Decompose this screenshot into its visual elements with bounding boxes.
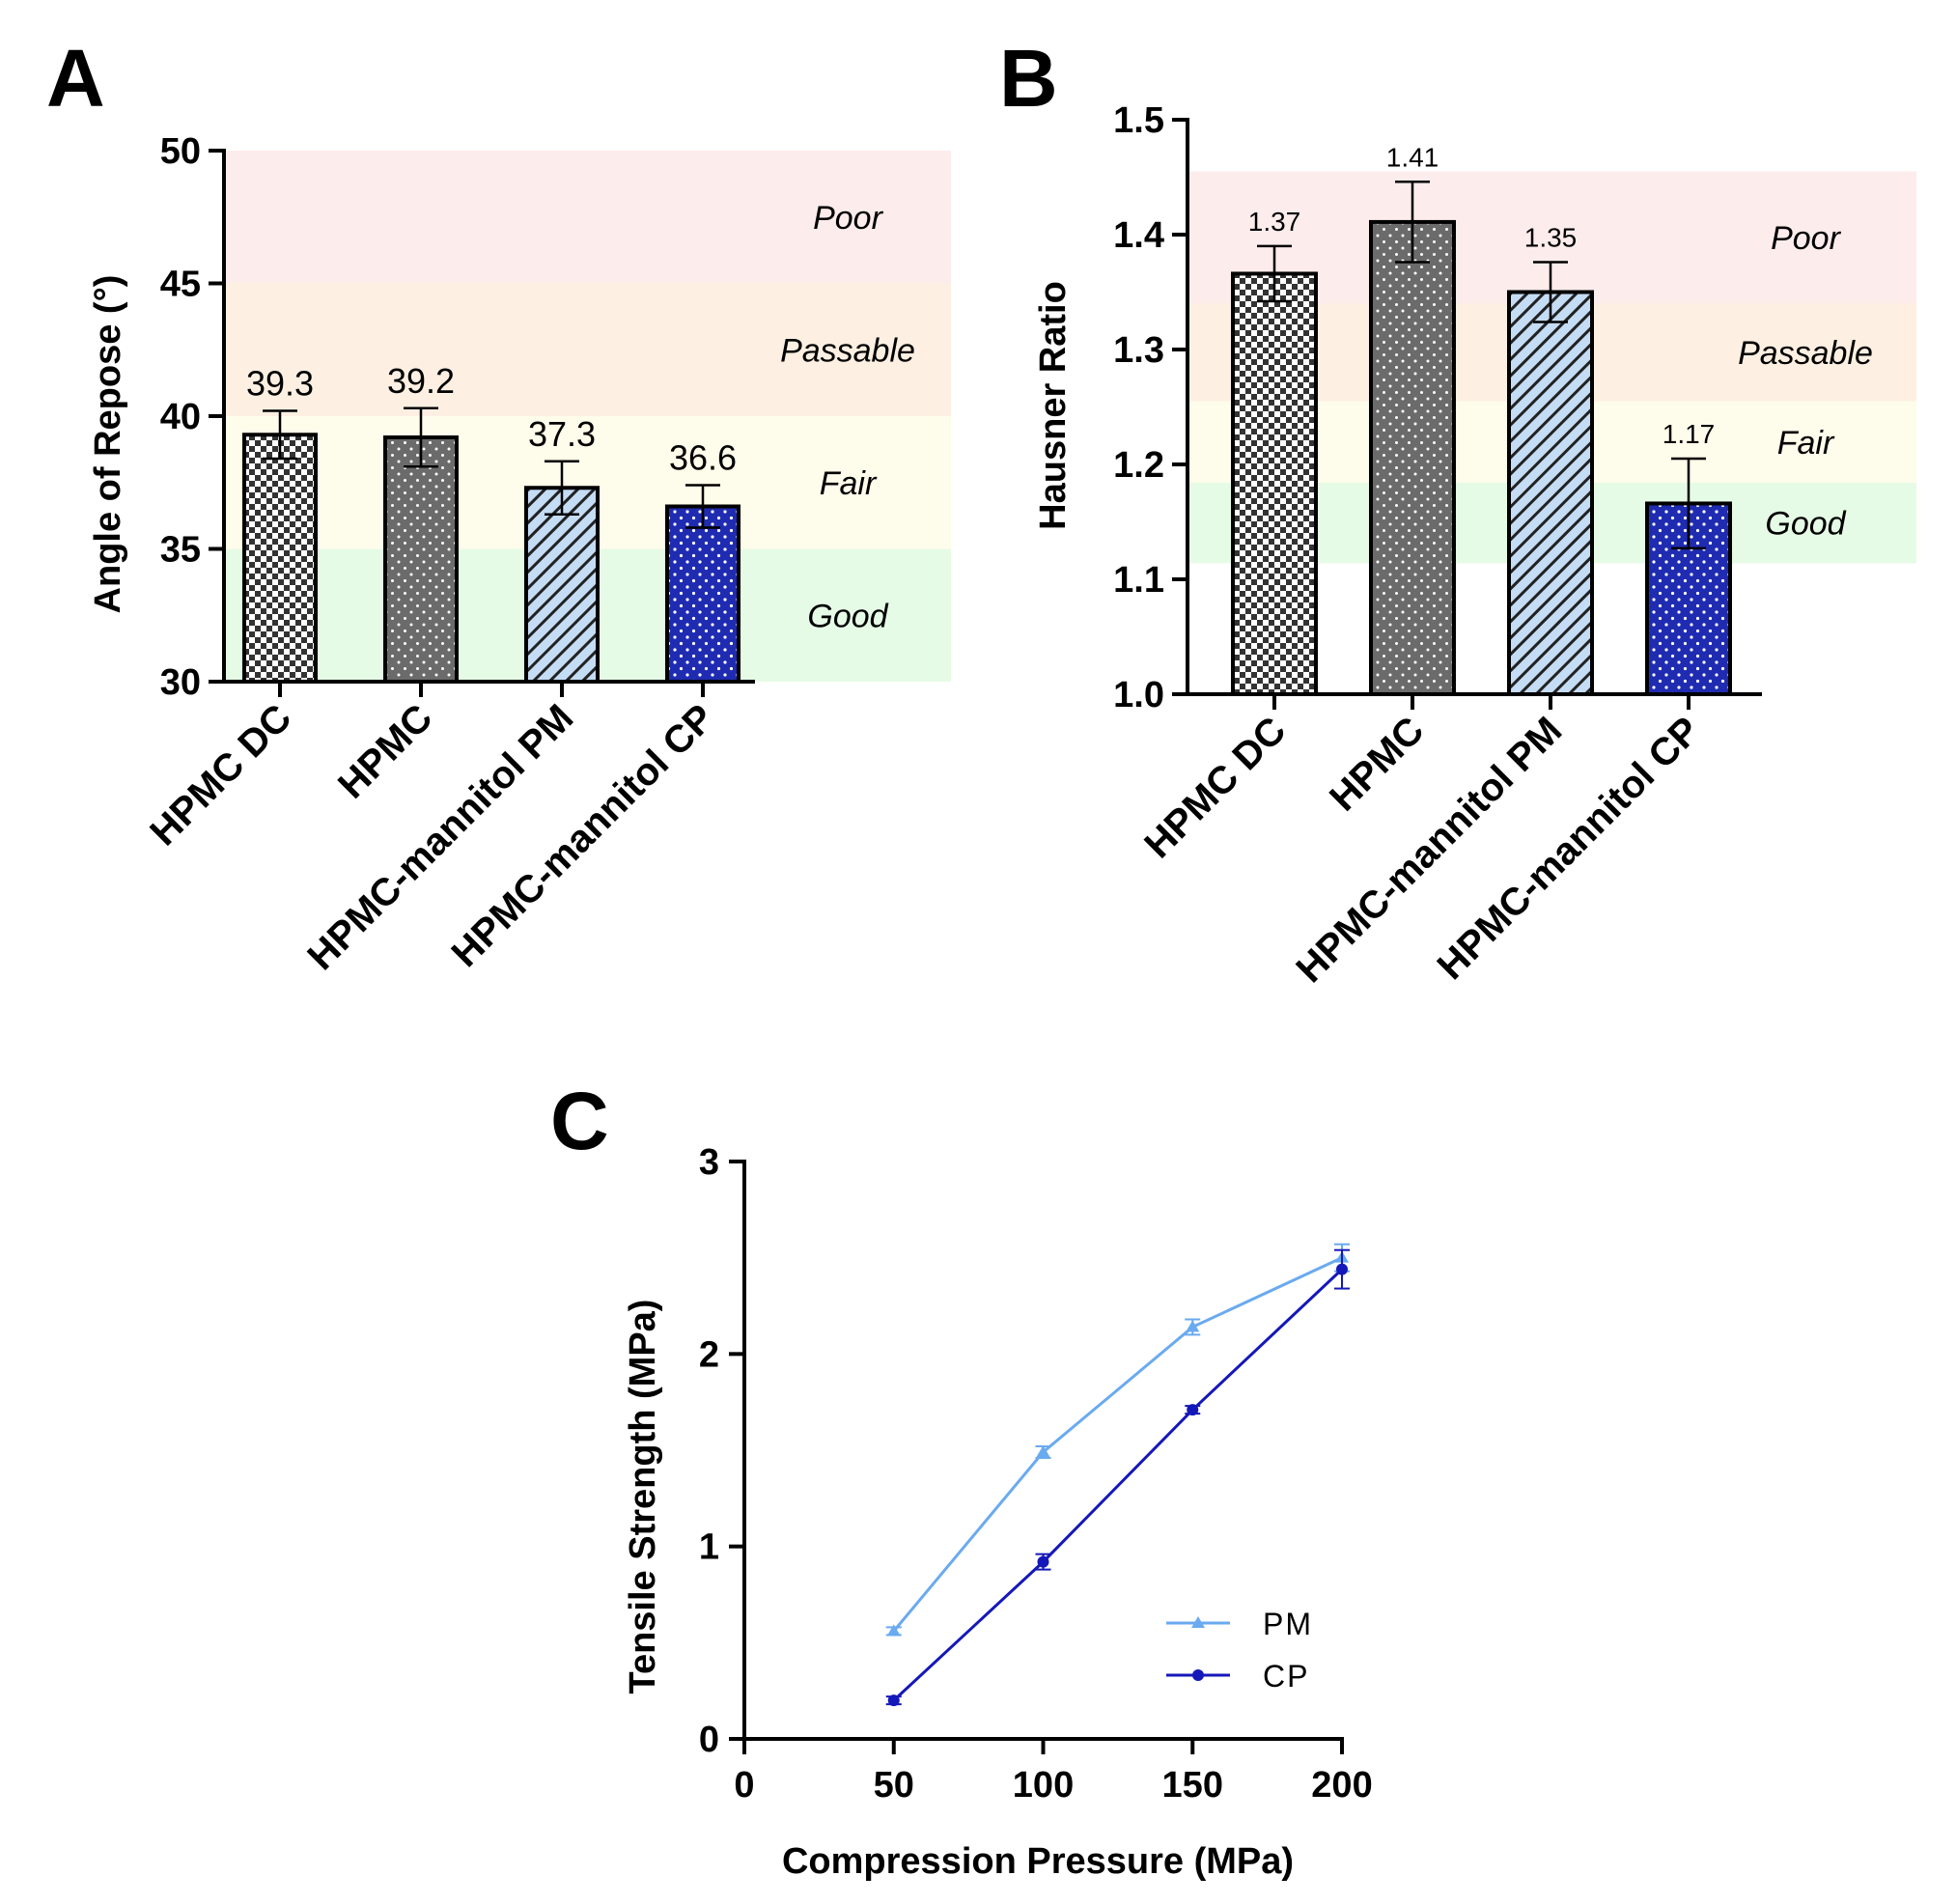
y-tick-label: 1.5: [1113, 100, 1164, 141]
category-label: HPMC DC: [142, 696, 299, 854]
bar: [1231, 271, 1318, 696]
x-tick-label: 150: [1162, 1765, 1223, 1806]
series-line-pm: [892, 1256, 1343, 1633]
category-label: HPMC DC: [1136, 709, 1294, 866]
data-label: 39.2: [387, 361, 455, 401]
zone-label-passable: Passable: [1738, 335, 1873, 372]
y-tick-label: 30: [160, 662, 201, 703]
category-label: HPMC-mannitol PM: [299, 696, 581, 978]
chart-a-ylabel: Angle of Repose (°): [88, 275, 128, 614]
data-label: 1.17: [1663, 419, 1716, 449]
zone-band-passable: [224, 283, 951, 416]
category-label: HPMC-mannitol CP: [1430, 709, 1709, 988]
x-tick-label: 100: [1013, 1765, 1074, 1806]
chart-c-ylabel: Tensile Strength (MPa): [623, 1300, 663, 1694]
zone-band-poor: [224, 151, 951, 284]
series-line-cp: [892, 1268, 1344, 1702]
y-tick-label: 1: [699, 1527, 719, 1568]
zone-label-fair: Fair: [820, 465, 878, 502]
chart-b-ylabel: Hausner Ratio: [1033, 281, 1074, 530]
y-tick-label: 0: [699, 1720, 719, 1760]
data-label: 39.3: [246, 364, 314, 404]
data-point-pm: [1186, 1320, 1200, 1332]
y-tick-label: 2: [699, 1334, 719, 1375]
category-label: HPMC-mannitol PM: [1288, 709, 1570, 991]
zone-label-good: Good: [807, 598, 888, 634]
chart-c: 0 1 2 3 0 50 100 150 200 PM CP: [699, 1142, 1373, 1806]
zone-label-fair: Fair: [1777, 425, 1835, 462]
legend-marker-pm: [1191, 1616, 1205, 1628]
data-point-pm: [1036, 1444, 1050, 1457]
data-label: 1.37: [1248, 207, 1301, 237]
panel-letter-a: A: [46, 33, 105, 124]
bar: [1507, 290, 1594, 696]
x-tick-label: 0: [734, 1765, 754, 1806]
x-tick-label: 200: [1311, 1765, 1372, 1806]
bar: [524, 486, 600, 684]
category-label: HPMC: [330, 696, 440, 806]
y-tick-label: 1.1: [1113, 560, 1164, 601]
data-label: 36.6: [669, 438, 737, 478]
category-label: HPMC: [1322, 709, 1432, 819]
bar: [383, 435, 459, 684]
bar: [665, 504, 740, 684]
x-tick-label: 50: [874, 1765, 914, 1806]
chart-c-xlabel: Compression Pressure (MPa): [782, 1841, 1294, 1882]
data-point-cp: [887, 1694, 900, 1707]
y-tick-label: 1.3: [1113, 330, 1164, 371]
panel-letter-c: C: [550, 1076, 609, 1166]
panel-letter-b: B: [999, 33, 1058, 124]
zone-label-poor: Poor: [1771, 220, 1841, 257]
legend-label-cp: CP: [1263, 1659, 1309, 1694]
category-label: HPMC-mannitol CP: [444, 696, 723, 975]
zone-label-good: Good: [1765, 506, 1846, 543]
data-label: 1.41: [1386, 142, 1439, 172]
y-tick-label: 1.2: [1113, 445, 1164, 486]
data-point-cp: [1336, 1263, 1348, 1275]
bar: [1369, 219, 1456, 696]
bar: [242, 433, 318, 684]
y-tick-label: 40: [160, 397, 201, 437]
y-tick-label: 50: [160, 131, 201, 172]
zone-label-passable: Passable: [780, 332, 915, 369]
y-tick-label: 1.4: [1113, 215, 1164, 256]
chart-b: Poor Passable Fair Good 1.37 HPMC DC 1.41 HPMC 1…: [1113, 100, 1916, 991]
zone-label-poor: Poor: [813, 200, 883, 237]
y-tick-label: 45: [160, 265, 201, 305]
y-tick-label: 35: [160, 530, 201, 571]
data-label: 37.3: [528, 414, 596, 454]
y-tick-label: 1.0: [1113, 675, 1164, 715]
data-point-pm: [886, 1624, 901, 1637]
data-point-cp: [1187, 1404, 1199, 1416]
data-label: 1.35: [1524, 223, 1578, 253]
y-tick-label: 3: [699, 1142, 719, 1183]
data-point-cp: [1037, 1555, 1049, 1568]
legend-label-pm: PM: [1263, 1607, 1313, 1641]
chart-a: Poor Passable Fair Good 39.3 HPMC DC 39.2 HPMC 3…: [142, 131, 951, 978]
legend-marker-cp: [1192, 1669, 1204, 1681]
